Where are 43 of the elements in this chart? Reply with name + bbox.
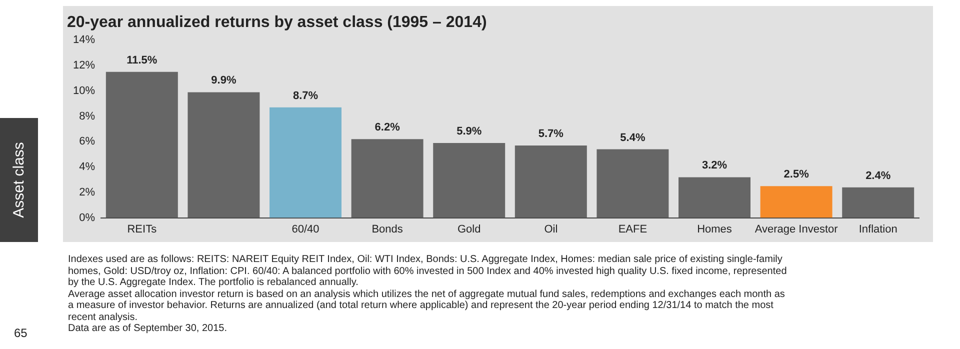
x-tick-label: Bonds [372, 223, 404, 236]
data-label: 8.7% [292, 90, 318, 102]
bar [596, 149, 669, 218]
x-tick-label: Homes [697, 223, 732, 236]
data-label: 3.2% [702, 160, 728, 172]
y-tick-label: 10% [72, 84, 96, 97]
data-label: 2.4% [866, 170, 891, 182]
data-label: 5.9% [456, 125, 482, 138]
x-tick-label: REITs [127, 223, 158, 236]
text: Data are as of September 30, 2015. [68, 323, 228, 334]
x-tick-label: EAFE [618, 223, 648, 236]
chart-title: 20-year annualized returns by asset class (1995 – 2014) [67, 14, 487, 32]
data-label: 9.9% [211, 74, 236, 87]
bar [678, 177, 750, 218]
y-tick-label: 0% [79, 212, 96, 224]
x-tick-label: Inflation [858, 223, 898, 236]
data-label: 2.5% [784, 168, 810, 181]
bar [760, 186, 832, 218]
text: Indexes used are as follows: REITS: NAREIT Equity REIT Index, Oil: WTI Index, Bonds: U.S. Aggregate Index, Homes: median sale price of existing single-family homes, Gold: USD/troy oz, Inflation: CPI. 60/40: A balanced portfolio with 60% invested in 500 Index and 40% invested high quality U.S. fixed income, represented by the U.S. Aggregate Index. The portfolio is rebalanced annually. [68, 254, 788, 288]
x-tick-label: Average Investor [754, 223, 838, 236]
y-tick-label: 8% [79, 110, 96, 122]
bar [842, 187, 914, 218]
y-tick-label: 2% [79, 186, 96, 198]
x-tick-label: 60/40 [292, 223, 320, 236]
data-label: 5.7% [538, 128, 564, 140]
y-tick-label: 4% [79, 161, 96, 174]
data-label: 11.5% [126, 54, 158, 66]
y-tick-label: 12% [72, 60, 96, 72]
y-tick-label: 14% [72, 34, 96, 46]
bar [106, 72, 178, 218]
bar [270, 107, 342, 218]
x-tick-label: Gold [457, 223, 481, 236]
text: Average asset allocation investor return is based on an analysis which utilizes the net of aggregate mutual fund sales, redemptions and exchanges each month as a measure of investor behavior. Returns are annualized (and total return where applicable) and represent the 20-year period ending 12/31/14 to match the most recent analysis. [68, 288, 786, 323]
x-tick-label: Oil [544, 223, 558, 236]
data-label: 5.4% [620, 132, 646, 144]
bar [514, 145, 587, 218]
bar [351, 139, 424, 218]
data-label: 6.2% [374, 122, 400, 134]
y-tick-label: 6% [79, 136, 96, 148]
bar [188, 92, 260, 218]
text: 65 [14, 326, 28, 340]
text: Asset class [10, 142, 28, 218]
bar [433, 142, 506, 218]
